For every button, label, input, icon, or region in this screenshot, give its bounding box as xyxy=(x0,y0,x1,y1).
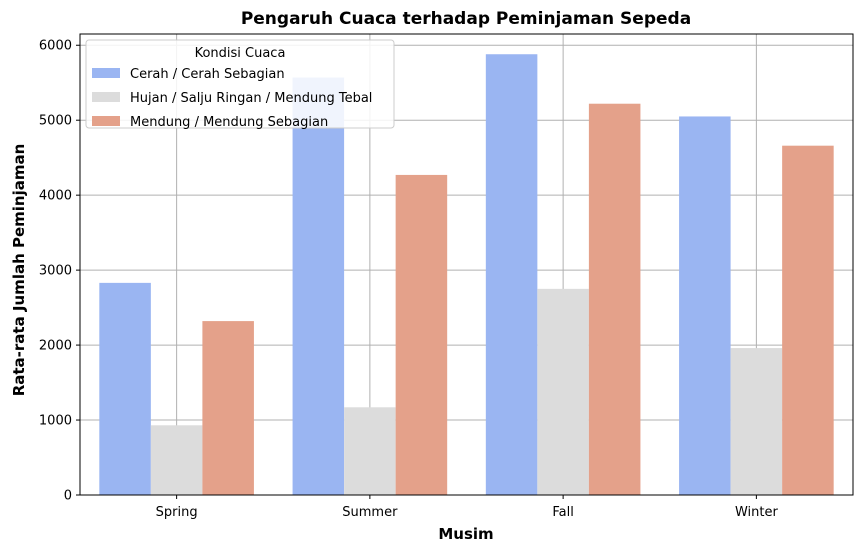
legend-label: Mendung / Mendung Sebagian xyxy=(130,115,328,130)
y-tick-label: 2000 xyxy=(39,339,72,354)
legend-box xyxy=(85,39,395,129)
y-axis-label: Rata-rata Jumlah Peminjaman xyxy=(10,144,28,397)
bar xyxy=(679,116,731,495)
chart-title: Pengaruh Cuaca terhadap Peminjaman Seped… xyxy=(241,9,691,29)
y-tick-label: 1000 xyxy=(39,414,72,429)
bar xyxy=(485,54,538,496)
x-axis-label: Musim xyxy=(438,525,493,543)
legend-title: Kondisi Cuaca xyxy=(195,46,286,61)
legend-swatch xyxy=(92,68,120,78)
legend-label: Cerah / Cerah Sebagian xyxy=(130,67,285,82)
bar xyxy=(395,174,448,495)
plot-frame xyxy=(79,33,854,496)
legend-swatch xyxy=(92,92,120,102)
bar xyxy=(588,103,641,496)
legend: Kondisi Cuaca Cerah / Cerah Sebagian Huja… xyxy=(85,39,395,130)
legend-swatch xyxy=(92,116,120,126)
x-tick-label: Fall xyxy=(552,505,573,520)
y-tick-label: 3000 xyxy=(39,264,72,279)
y-tick-label: 5000 xyxy=(39,114,72,129)
legend-items: Cerah / Cerah Sebagian Hujan / Salju Ring… xyxy=(92,67,372,130)
y-tick-label: 4000 xyxy=(39,189,72,204)
x-tick-label: Spring xyxy=(156,505,198,520)
y-tick-label: 0 xyxy=(64,489,72,504)
axis-ticks: 0 1000 2000 3000 4000 5000 6000 Spring Summer Fal… xyxy=(39,39,779,520)
bar xyxy=(99,282,151,495)
bars xyxy=(99,54,834,496)
x-tick-label: Winter xyxy=(735,505,779,520)
bar xyxy=(344,407,396,495)
bar xyxy=(537,288,589,495)
bar xyxy=(202,321,254,495)
y-tick-label: 6000 xyxy=(39,39,72,54)
bar xyxy=(292,77,345,495)
legend-label: Hujan / Salju Ringan / Mendung Tebal xyxy=(130,91,372,106)
bar xyxy=(730,348,783,495)
bar xyxy=(150,425,203,495)
x-tick-label: Summer xyxy=(342,505,398,520)
bar xyxy=(782,145,834,495)
